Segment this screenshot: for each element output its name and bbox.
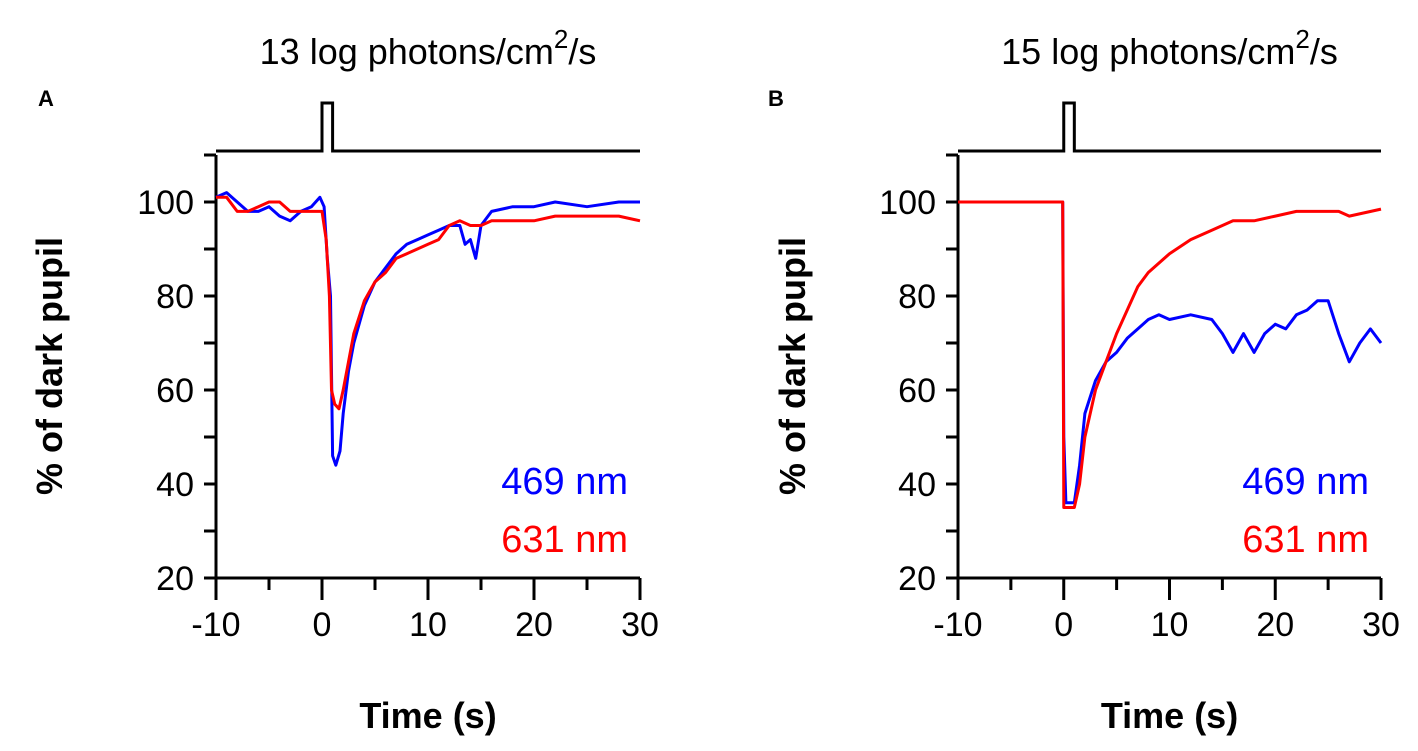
series-line-469-nm bbox=[958, 200, 1383, 505]
title-suffix: /s bbox=[568, 31, 596, 72]
title-text: 13 log photons/cm bbox=[260, 31, 554, 72]
x-tick-label: 10 bbox=[409, 606, 447, 644]
x-tick-label: 0 bbox=[313, 606, 332, 644]
panel-a: A 13 log photons/cm2/s 20 40 60 80 100 -10 0 10 20… bbox=[29, 24, 659, 736]
y-tick-label: 60 bbox=[898, 372, 936, 410]
x-tick-label: 20 bbox=[1256, 606, 1294, 644]
y-tick-label: 40 bbox=[156, 466, 194, 504]
y-axis-label: % of dark pupil bbox=[29, 237, 70, 495]
y-tick-label: 100 bbox=[137, 184, 194, 222]
x-tick-label: 30 bbox=[1362, 606, 1400, 644]
panel-label: A bbox=[38, 86, 54, 111]
stimulus-trace bbox=[958, 101, 1381, 153]
x-tick-label: 30 bbox=[621, 606, 659, 644]
y-tick-label: 100 bbox=[879, 184, 936, 222]
x-tick-label: -10 bbox=[933, 606, 982, 644]
stimulus-trace bbox=[216, 101, 640, 153]
y-tick-label: 20 bbox=[898, 560, 936, 598]
x-axis-label: Time (s) bbox=[359, 695, 496, 736]
panel-b: B 15 log photons/cm2/s 20 40 60 80 100 -10 0 10 20… bbox=[768, 24, 1400, 736]
title-superscript: 2 bbox=[554, 24, 568, 54]
y-tick-label: 80 bbox=[156, 278, 194, 316]
x-tick-label: 0 bbox=[1054, 606, 1073, 644]
series-line-631-nm bbox=[958, 200, 1382, 509]
x-tick-label: 10 bbox=[1151, 606, 1189, 644]
x-axis-label: Time (s) bbox=[1101, 695, 1238, 736]
x-tick-label: -10 bbox=[191, 606, 240, 644]
legend-entry: 631 nm bbox=[501, 519, 628, 561]
y-tick-label: 40 bbox=[898, 466, 936, 504]
chart-title: 15 log photons/cm2/s bbox=[1001, 24, 1338, 72]
y-axis-label: % of dark pupil bbox=[772, 237, 813, 495]
y-tick-label: 80 bbox=[898, 278, 936, 316]
legend-entry: 469 nm bbox=[501, 461, 628, 503]
legend-entry: 469 nm bbox=[1242, 461, 1369, 503]
legend-entry: 631 nm bbox=[1242, 519, 1369, 561]
series-line-631-nm bbox=[216, 195, 641, 411]
title-superscript: 2 bbox=[1295, 24, 1309, 54]
title-suffix: /s bbox=[1310, 31, 1338, 72]
y-tick-label: 20 bbox=[156, 560, 194, 598]
panel-label: B bbox=[768, 86, 784, 111]
title-text: 15 log photons/cm bbox=[1001, 31, 1295, 72]
series-line-469-nm bbox=[215, 191, 640, 467]
x-tick-label: 20 bbox=[515, 606, 553, 644]
chart-title: 13 log photons/cm2/s bbox=[260, 24, 597, 72]
y-tick-label: 60 bbox=[156, 372, 194, 410]
